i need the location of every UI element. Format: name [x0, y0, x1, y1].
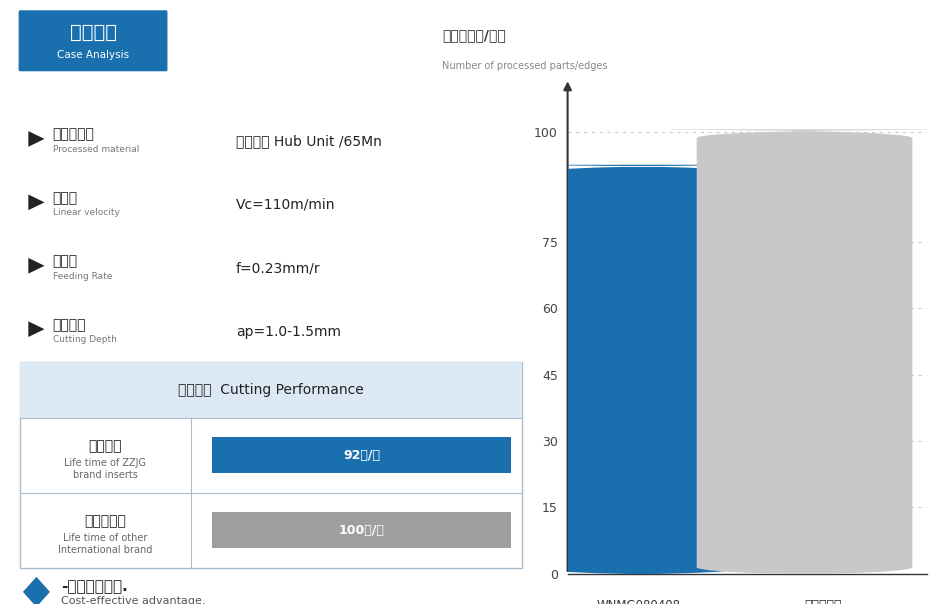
Text: Life time of other: Life time of other [63, 533, 148, 542]
Text: -性价比优势高.: -性价比优势高. [61, 580, 128, 594]
Text: Cost-effective advantage.: Cost-effective advantage. [61, 596, 205, 604]
Text: Cutting Depth: Cutting Depth [53, 335, 116, 344]
FancyBboxPatch shape [212, 512, 511, 548]
Text: 切削性能  Cutting Performance: 切削性能 Cutting Performance [178, 383, 364, 397]
FancyBboxPatch shape [586, 129, 946, 576]
Text: Number of processed parts/edges: Number of processed parts/edges [442, 60, 607, 71]
Text: ap=1.0-1.5mm: ap=1.0-1.5mm [236, 324, 341, 339]
Polygon shape [28, 194, 44, 210]
Text: 100件/刀: 100件/刀 [339, 524, 385, 537]
Text: 被加工材料: 被加工材料 [53, 127, 95, 142]
Polygon shape [28, 131, 44, 147]
Text: Vc=110m/min: Vc=110m/min [236, 198, 336, 212]
Text: Linear velocity: Linear velocity [53, 208, 119, 217]
Text: 国外某品牌: 国外某品牌 [84, 514, 127, 528]
Text: Feeding Rate: Feeding Rate [53, 272, 112, 280]
Bar [615, 167, 667, 574]
FancyBboxPatch shape [19, 10, 167, 71]
Text: 国外某品牌: 国外某品牌 [804, 599, 842, 604]
Text: 切削深度: 切削深度 [53, 318, 86, 332]
Text: International brand: International brand [59, 545, 152, 554]
FancyBboxPatch shape [422, 165, 860, 576]
Polygon shape [28, 258, 44, 274]
Text: 92件/刀: 92件/刀 [343, 449, 380, 462]
Text: Processed material: Processed material [53, 145, 139, 153]
Bar [779, 132, 831, 574]
Text: f=0.23mm/r: f=0.23mm/r [236, 261, 321, 275]
Text: 线速度: 线速度 [53, 191, 78, 205]
Text: 精工寿命: 精工寿命 [89, 439, 122, 453]
Text: Case Analysis: Case Analysis [57, 50, 129, 60]
FancyBboxPatch shape [20, 362, 522, 568]
Text: 进给量: 进给量 [53, 254, 78, 269]
Polygon shape [28, 321, 44, 337]
Text: WNMG080408-: WNMG080408- [597, 599, 685, 604]
FancyBboxPatch shape [20, 362, 522, 418]
Text: 轮毅单元 Hub Unit /65Mn: 轮毅单元 Hub Unit /65Mn [236, 134, 382, 149]
Polygon shape [23, 577, 50, 604]
Text: 案例分析: 案例分析 [70, 23, 116, 42]
Text: 加工零件数/刀口: 加工零件数/刀口 [442, 28, 505, 42]
Text: Life time of ZZJG: Life time of ZZJG [64, 458, 147, 467]
FancyBboxPatch shape [212, 437, 511, 474]
Text: brand inserts: brand inserts [73, 470, 138, 480]
